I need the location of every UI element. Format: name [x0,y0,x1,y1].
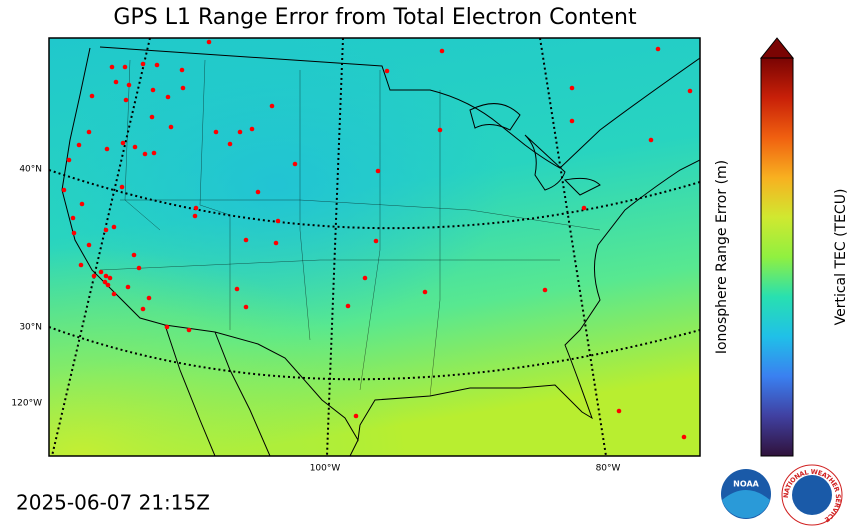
parallel [49,169,700,230]
nws-inner [792,475,832,515]
title: GPS L1 Range Error from Total Electron C… [113,5,637,30]
state-lines [99,59,601,397]
lon-label: 100°W [310,464,341,474]
noaa-text: NOAA [733,480,759,489]
coast [164,324,359,456]
tec-field [49,38,700,456]
left-axis-label: Ionosphere Range Error (m) [714,160,730,354]
right-axis-label: Vertical TEC (TECU) [833,189,849,326]
us-outline [61,46,700,442]
colorbar: Ionosphere Range Error (m) Vertical TEC … [714,37,849,457]
parallel [49,326,700,381]
lat-label: 40°N [19,165,42,175]
lon-label: 120°W [11,399,42,409]
colorbar-extend [759,37,795,59]
logos: NOAA NATIONAL WEATHER SERVICE [721,464,843,526]
stations [61,39,693,440]
noaa-wave [722,490,770,518]
timestamp: 2025-06-07 21:15Z [16,491,210,515]
map [49,38,700,456]
map-frame [48,37,701,457]
meridian [51,38,151,456]
meridian [539,38,607,456]
colorbar-body [760,57,794,457]
lon-label: 80°W [596,464,621,474]
lat-label: 30°N [19,323,42,333]
